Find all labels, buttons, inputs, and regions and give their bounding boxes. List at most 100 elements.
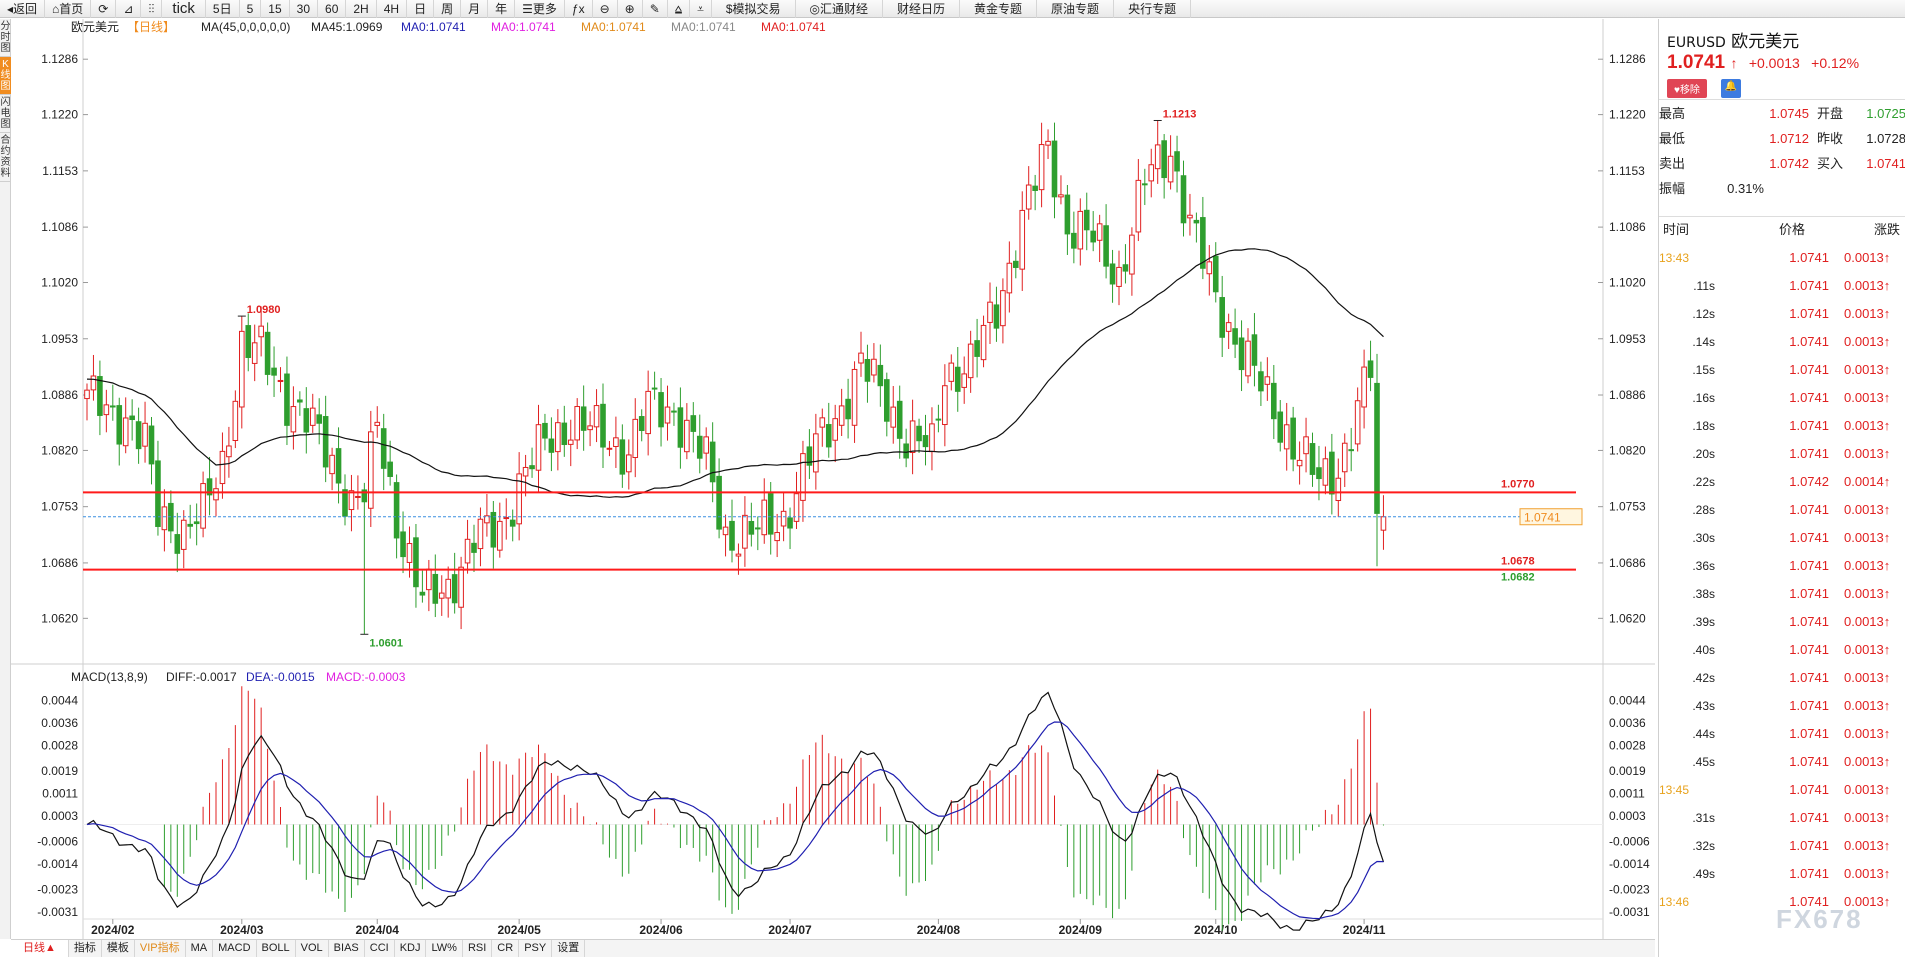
toolbar-item-5[interactable]: tick (162, 0, 206, 18)
candle-body[interactable] (206, 478, 213, 496)
candle-body[interactable] (155, 460, 161, 527)
candle-body[interactable] (226, 445, 232, 458)
candle-body[interactable] (451, 574, 458, 604)
indicator-tab-2[interactable]: 模板 (102, 940, 135, 957)
candle-body[interactable] (458, 566, 464, 608)
candle-body[interactable] (1309, 443, 1316, 475)
kline-chart[interactable]: 1.1286 1.1286 1.1220 1.1220 1.1153 1.1153 1.10… (11, 19, 1655, 939)
toolbar-item-24[interactable]: $模拟交易 (712, 0, 796, 18)
tick-row[interactable]: .36s 1.0741 0.0013↑ (1659, 552, 1905, 580)
candle-body[interactable] (606, 447, 613, 450)
indicator-tab-6[interactable]: BOLL (257, 940, 296, 957)
candle-body[interactable] (180, 519, 187, 550)
candle-body[interactable] (1367, 360, 1374, 378)
candle-body[interactable] (813, 433, 819, 473)
candle-body[interactable] (1129, 234, 1135, 275)
candle-body[interactable] (542, 422, 548, 439)
toolbar-item-23[interactable]: ⩡ (690, 0, 712, 18)
candle-body[interactable] (522, 466, 529, 477)
left-tab-2[interactable]: 闪电图 (0, 95, 11, 133)
candle-body[interactable] (864, 358, 871, 382)
candle-body[interactable] (97, 376, 103, 416)
toolbar-item-21[interactable]: ✎ (643, 0, 668, 18)
candle-body[interactable] (264, 331, 271, 375)
candle-body[interactable] (645, 390, 651, 435)
candle-body[interactable] (535, 424, 542, 471)
toolbar-item-19[interactable]: ⊖ (593, 0, 618, 18)
candle-body[interactable] (309, 407, 316, 426)
indicator-tab-13[interactable]: CR (492, 940, 520, 957)
candle-body[interactable] (200, 483, 206, 529)
candle-body[interactable] (1000, 290, 1006, 327)
candle-body[interactable] (1245, 340, 1251, 377)
candle-body[interactable] (1103, 225, 1109, 267)
candle-body[interactable] (471, 542, 477, 553)
candle-body[interactable] (1032, 185, 1038, 191)
left-tab-3[interactable]: 合约资料 (0, 133, 11, 182)
candle-body[interactable] (774, 532, 780, 542)
candle-body[interactable] (716, 475, 722, 530)
candle-body[interactable] (1090, 230, 1097, 243)
candle-body[interactable] (148, 425, 155, 465)
toolbar-item-16[interactable]: 年 (488, 0, 516, 18)
tick-row[interactable]: .45s 1.0741 0.0013↑ (1659, 748, 1905, 776)
toolbar-item-29[interactable]: 央行专题 (1114, 0, 1192, 18)
candle-body[interactable] (284, 373, 290, 426)
candle-body[interactable] (961, 373, 968, 388)
candle-body[interactable] (800, 453, 806, 501)
candle-body[interactable] (722, 526, 729, 536)
candle-body[interactable] (1341, 442, 1348, 473)
candle-body[interactable] (806, 446, 813, 466)
candle-body[interactable] (374, 421, 381, 426)
bell-icon[interactable]: 🔔 (1720, 79, 1741, 98)
candle-body[interactable] (884, 379, 890, 422)
candle-body[interactable] (129, 415, 135, 421)
tick-row[interactable]: .32s 1.0741 0.0013↑ (1659, 832, 1905, 860)
candle-body[interactable] (445, 578, 451, 599)
candle-body[interactable] (948, 362, 955, 382)
candle-body[interactable] (84, 389, 90, 400)
candle-body[interactable] (361, 489, 368, 503)
candle-body[interactable] (1161, 140, 1167, 179)
candle-body[interactable] (393, 482, 400, 539)
candle-body[interactable] (135, 421, 142, 450)
candle-body[interactable] (1348, 449, 1355, 452)
candle-body[interactable] (213, 488, 219, 501)
candle-body[interactable] (613, 437, 619, 447)
candle-body[interactable] (1051, 140, 1058, 198)
toolbar-item-9[interactable]: 30 (290, 0, 319, 18)
candle-body[interactable] (529, 465, 535, 470)
tick-row[interactable]: .30s 1.0741 0.0013↑ (1659, 524, 1905, 552)
candle-body[interactable] (942, 385, 948, 426)
candle-body[interactable] (896, 400, 903, 439)
indicator-tab-14[interactable]: PSY (519, 940, 553, 957)
toolbar-item-12[interactable]: 4H (377, 0, 408, 18)
tick-row[interactable]: .40s 1.0741 0.0013↑ (1659, 636, 1905, 664)
candle-body[interactable] (90, 375, 97, 391)
candle-body[interactable] (922, 435, 929, 448)
toolbar-item-0[interactable]: ◂返回 (0, 0, 46, 18)
candle-body[interactable] (232, 400, 239, 441)
candle-body[interactable] (297, 399, 303, 403)
candle-body[interactable] (258, 325, 264, 338)
tick-row[interactable]: 13:45 1.0741 0.0013↑ (1659, 776, 1905, 804)
candle-body[interactable] (1174, 151, 1180, 172)
toolbar-item-10[interactable]: 60 (318, 0, 347, 18)
tick-row[interactable]: .43s 1.0741 0.0013↑ (1659, 692, 1905, 720)
left-tab-0[interactable]: 分时图 (0, 19, 11, 57)
toolbar-item-22[interactable]: ⩠ (668, 0, 691, 18)
tick-row[interactable]: .39s 1.0741 0.0013↑ (1659, 608, 1905, 636)
candle-body[interactable] (1167, 155, 1174, 183)
tick-row[interactable]: .49s 1.0741 0.0013↑ (1659, 860, 1905, 888)
toolbar-item-26[interactable]: 财经日历 (883, 0, 961, 18)
candle-body[interactable] (832, 418, 839, 441)
toolbar-item-14[interactable]: 周 (434, 0, 462, 18)
candle-body[interactable] (1006, 262, 1013, 294)
candle-body[interactable] (980, 324, 987, 361)
candle-body[interactable] (1212, 255, 1219, 293)
candle-body[interactable] (600, 403, 606, 448)
candle-body[interactable] (1232, 328, 1238, 345)
indicator-tab-5[interactable]: MACD (213, 940, 257, 957)
tick-row[interactable]: 13:43 1.0741 0.0013↑ (1659, 244, 1905, 272)
candle-body[interactable] (516, 473, 522, 525)
